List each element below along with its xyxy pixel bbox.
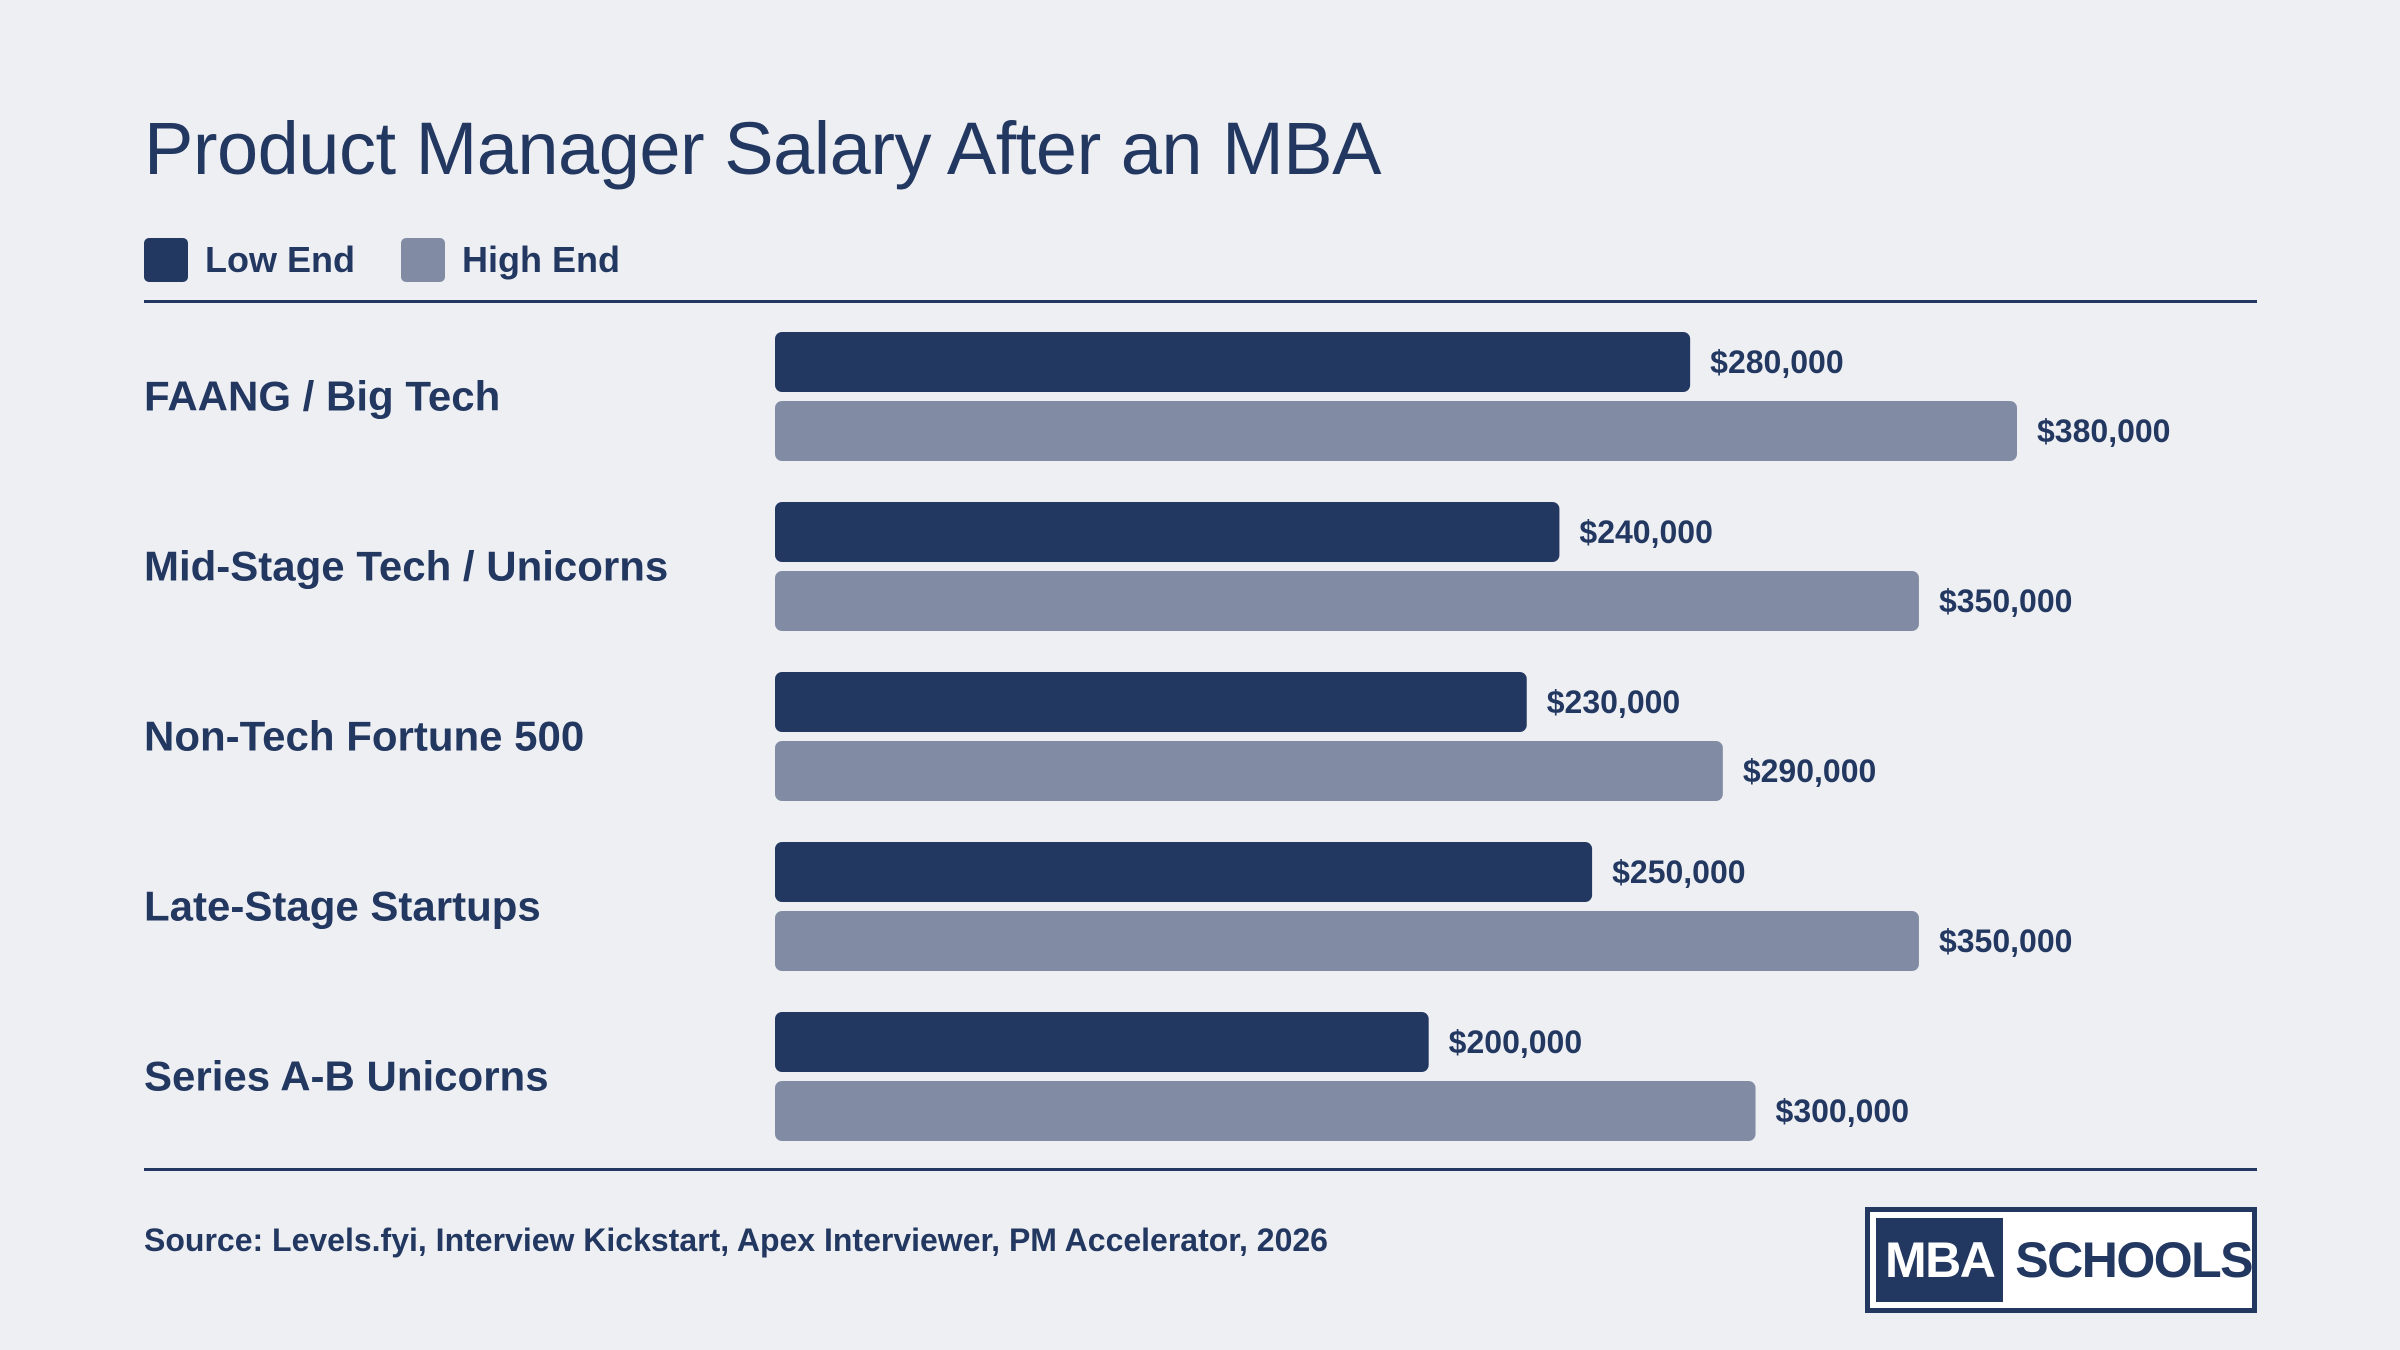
category-label: Mid-Stage Tech / Unicorns [144, 543, 668, 590]
category-label: Late-Stage Startups [144, 883, 541, 930]
legend-item-high-end: High End [400, 238, 620, 282]
bar-low-end [775, 332, 1691, 392]
value-label-low-end: $280,000 [1710, 344, 1843, 380]
value-label-low-end: $200,000 [1449, 1024, 1582, 1060]
value-label-high-end: $290,000 [1743, 753, 1876, 789]
legend: Low End High End [144, 236, 666, 284]
bar-low-end [775, 672, 1527, 732]
category-label: Non-Tech Fortune 500 [144, 713, 584, 760]
value-label-high-end: $380,000 [2037, 413, 2170, 449]
bar-low-end [775, 1012, 1429, 1072]
bar-high-end [775, 571, 1919, 631]
source-note: Source: Levels.fyi, Interview Kickstart,… [144, 1222, 1328, 1258]
top-divider [144, 300, 2257, 303]
bar-low-end [775, 842, 1593, 902]
legend-item-low-end: Low End [144, 238, 355, 282]
legend-swatch-high-end [400, 238, 445, 282]
mba-schools-logo: MBA SCHOOLS [1865, 1207, 2257, 1313]
value-label-low-end: $250,000 [1612, 854, 1745, 890]
logo-mba-text: MBA [1876, 1218, 2004, 1302]
category-label: FAANG / Big Tech [144, 373, 500, 420]
legend-label-low-end: Low End [205, 239, 355, 280]
bar-high-end [775, 1081, 1756, 1141]
bar-high-end [775, 741, 1723, 801]
bar-high-end [775, 911, 1919, 971]
value-label-high-end: $350,000 [1939, 923, 2072, 959]
legend-label-high-end: High End [461, 239, 620, 280]
logo-schools-text: SCHOOLS [2015, 1232, 2253, 1288]
legend-swatch-low-end [144, 238, 188, 282]
value-label-high-end: $350,000 [1939, 583, 2072, 619]
bar-high-end [775, 401, 2017, 461]
bottom-divider [144, 1168, 2257, 1171]
chart-title: Product Manager Salary After an MBA [144, 107, 1382, 190]
value-label-high-end: $300,000 [1776, 1093, 1909, 1129]
value-label-low-end: $230,000 [1547, 684, 1680, 720]
category-label: Series A-B Unicorns [144, 1053, 549, 1100]
bar-low-end [775, 502, 1560, 562]
value-label-low-end: $240,000 [1579, 514, 1712, 550]
